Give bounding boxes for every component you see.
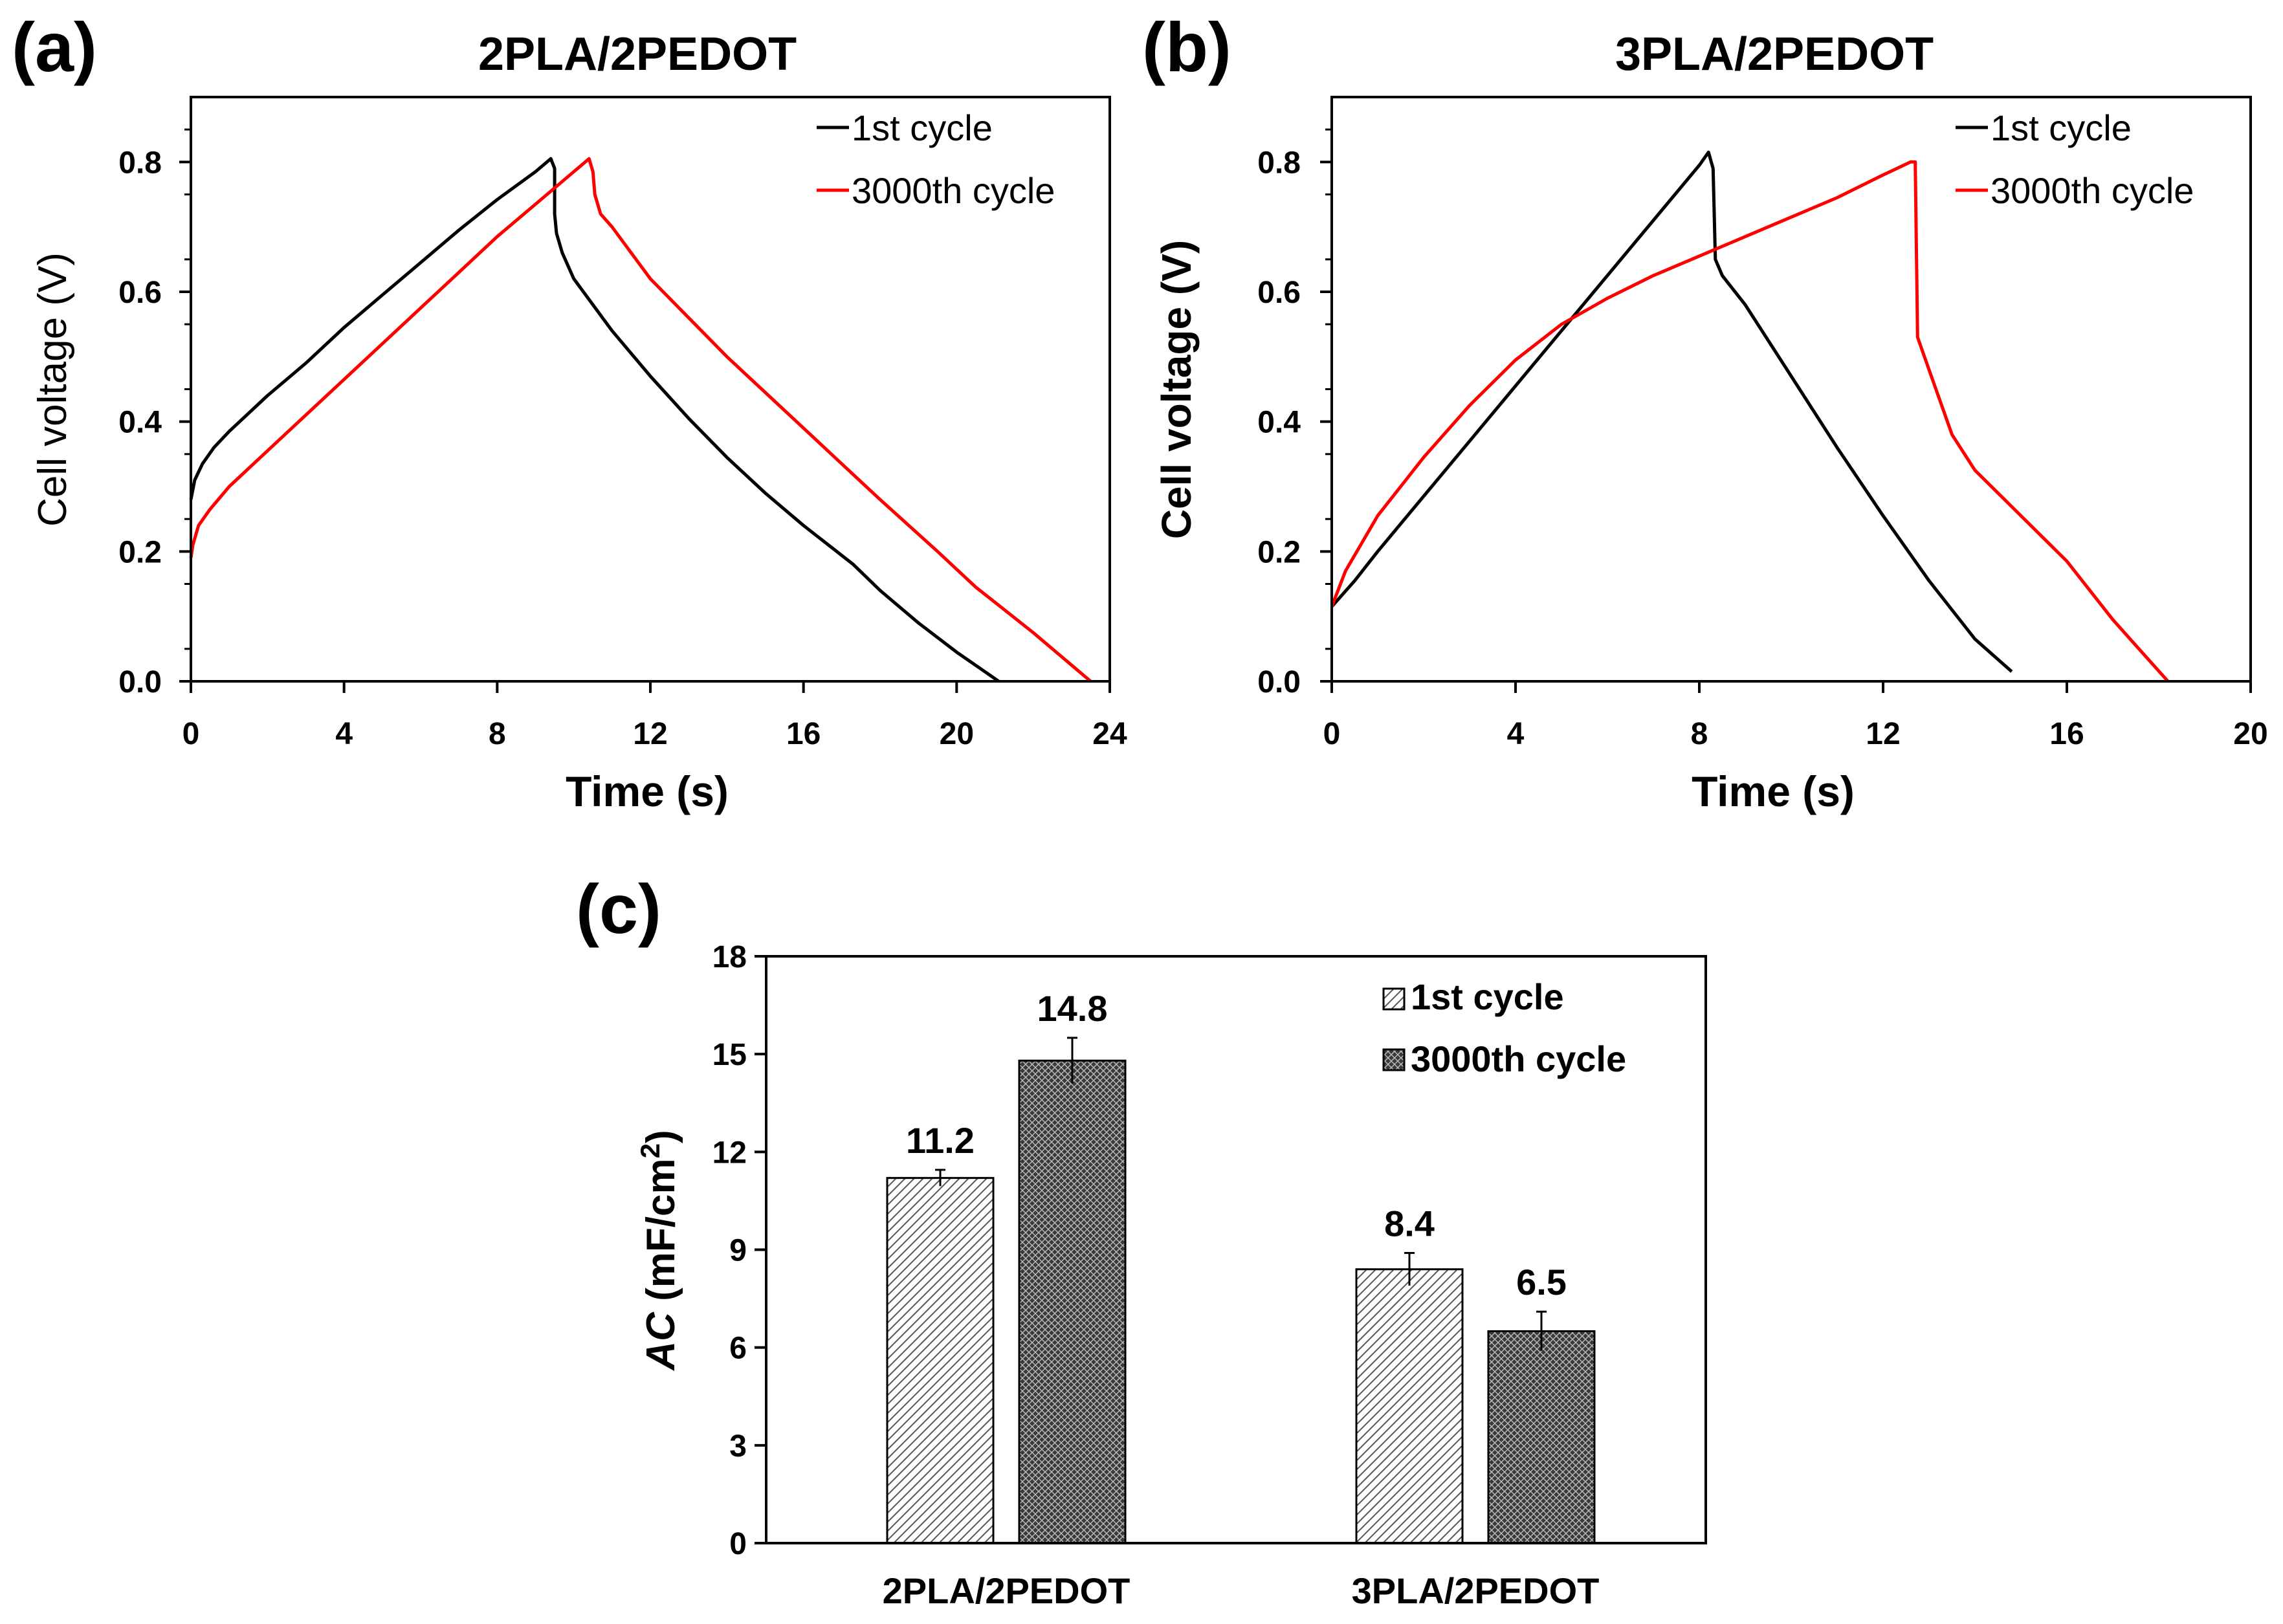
- x-tick-label: 0: [1323, 717, 1341, 751]
- series-line-1st-cycle: [1330, 150, 2013, 673]
- x-tick-label: 16: [786, 717, 821, 751]
- bar-3000th-cycle: [1018, 1059, 1127, 1544]
- y-tick-label: 3: [729, 1429, 747, 1464]
- legend: 1st cycle 3000th cycle: [1956, 107, 2194, 211]
- y-tick-label: 0.8: [1257, 146, 1301, 180]
- legend-entry-3000th-cycle: 3000th cycle: [1991, 170, 2194, 211]
- panel-b: (b) 3PLA/2PEDOT 0 4 8 12 16 20 0.0 0.2 0.4 0.6 0.8…: [1142, 8, 2268, 815]
- x-tick-label: 4: [335, 717, 353, 751]
- legend-entry-3000th-cycle: 3000th cycle: [852, 170, 1055, 211]
- y-axis-label: Cell voltage (V): [1153, 240, 1200, 539]
- y-tick-label: 0.4: [118, 406, 162, 440]
- y-tick-label: 12: [712, 1136, 747, 1170]
- x-tick-label: 12: [633, 717, 667, 751]
- y-tick-label: 18: [712, 940, 747, 974]
- y-axis-label-superscript: 2: [635, 1143, 665, 1158]
- y-tick-label: 0.0: [118, 665, 162, 699]
- panel-label: (a): [12, 8, 97, 86]
- x-tick-label: 16: [2049, 717, 2084, 751]
- category-label: 3PLA/2PEDOT: [1352, 1570, 1600, 1611]
- y-tick-label: 0: [729, 1527, 747, 1561]
- x-axis-label: Time (s): [566, 767, 729, 815]
- y-tick-label: 0.2: [118, 535, 162, 569]
- y-axis-label: Cell voltage (V): [30, 252, 75, 527]
- x-tick-label: 20: [2233, 717, 2267, 751]
- category-label: 2PLA/2PEDOT: [883, 1570, 1130, 1611]
- series-line-3000th-cycle: [1330, 160, 2170, 683]
- legend-entry-3000th-cycle: 3000th cycle: [1411, 1038, 1626, 1079]
- legend-swatch-3000th-cycle: [1382, 1048, 1406, 1071]
- bar-value-label: 14.8: [1037, 988, 1108, 1029]
- y-tick-label: 9: [729, 1234, 747, 1268]
- bar-3000th-cycle: [1487, 1330, 1596, 1544]
- panel-label: (c): [576, 870, 661, 948]
- y-axis-label-symbol: AC: [639, 1311, 683, 1372]
- y-axis-label-close: ): [639, 1130, 683, 1143]
- chart-title: 2PLA/2PEDOT: [478, 28, 797, 80]
- x-tick-label: 8: [489, 717, 506, 751]
- series-line-3000th-cycle: [189, 157, 1092, 683]
- bar-1st-cycle: [886, 1177, 995, 1544]
- legend: 1st cycle 3000th cycle: [817, 107, 1055, 211]
- y-tick-label: 15: [712, 1038, 747, 1072]
- legend-swatch-1st-cycle: [1382, 987, 1406, 1011]
- x-tick-label: 20: [940, 717, 974, 751]
- y-axis-label-units: (mF/cm: [639, 1158, 683, 1300]
- legend-entry-1st-cycle: 1st cycle: [1411, 976, 1564, 1017]
- y-tick-label: 6: [729, 1332, 747, 1366]
- bar-value-label: 11.2: [906, 1120, 975, 1161]
- bar-value-label: 6.5: [1516, 1262, 1567, 1302]
- bar-1st-cycle: [1355, 1268, 1464, 1544]
- y-tick-label: 0.6: [118, 276, 162, 310]
- y-tick-label: 0.4: [1257, 406, 1301, 440]
- y-tick-label: 0.8: [118, 146, 162, 180]
- legend-entry-1st-cycle: 1st cycle: [852, 107, 993, 148]
- series-line-1st-cycle: [189, 157, 1000, 683]
- legend-entry-1st-cycle: 1st cycle: [1991, 107, 2132, 148]
- x-axis-label: Time (s): [1692, 767, 1855, 815]
- x-tick-label: 8: [1691, 717, 1708, 751]
- y-axis-label: AC (mF/cm2): [635, 1130, 684, 1371]
- legend: 1st cycle 3000th cycle: [1382, 976, 1626, 1079]
- y-tick-label: 0.0: [1257, 665, 1301, 699]
- x-tick-label: 0: [182, 717, 200, 751]
- chart-title: 3PLA/2PEDOT: [1615, 28, 1934, 80]
- x-tick-label: 24: [1092, 717, 1127, 751]
- x-tick-label: 12: [1866, 717, 1900, 751]
- y-tick-label: 0.2: [1257, 535, 1301, 569]
- panel-a: (a) 2PLA/2PEDOT 0 4 8 12 16 20 24 0.0 0.2 0.4 0.6 0…: [12, 8, 1127, 815]
- y-tick-label: 0.6: [1257, 276, 1301, 310]
- panel-label: (b): [1142, 8, 1231, 86]
- x-tick-label: 4: [1507, 717, 1525, 751]
- bar-value-label: 8.4: [1384, 1203, 1435, 1244]
- panel-c: (c) 11.2 14.8 8.4 6.5 0 3 6 9 12 15 18 2PLA/2PEDOT…: [576, 870, 1707, 1611]
